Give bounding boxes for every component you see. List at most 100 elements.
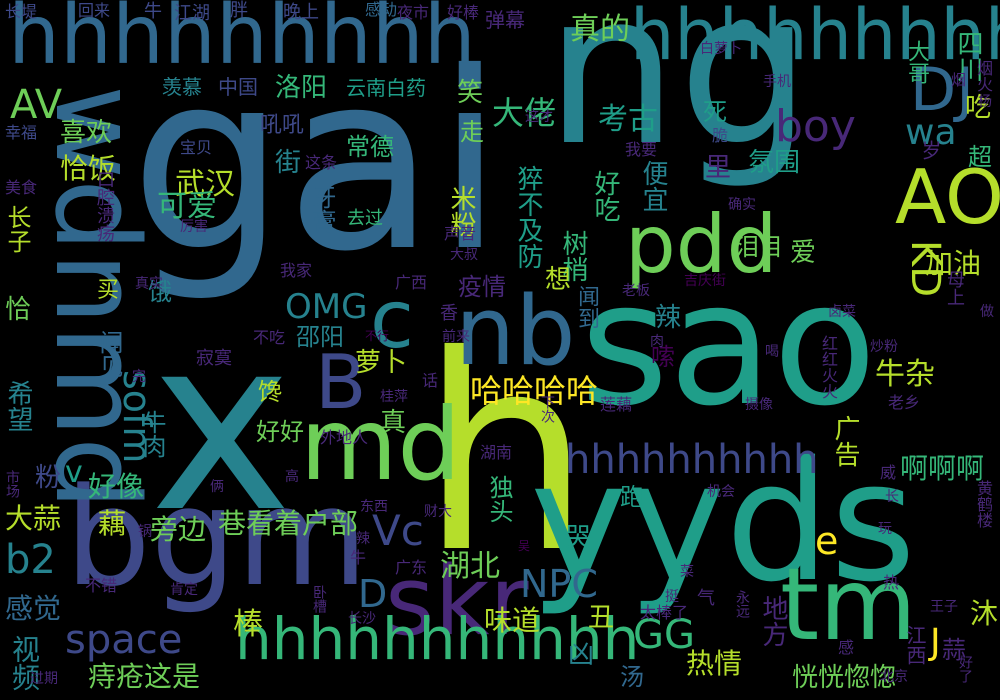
cloud-word: 不行 xyxy=(365,329,390,343)
cloud-word: 云南白药 xyxy=(346,76,426,100)
cloud-word: 饿 xyxy=(148,278,172,306)
cloud-word: 独头 xyxy=(485,475,513,523)
cloud-word: 可爱 xyxy=(157,189,217,224)
cloud-word: 牛 xyxy=(350,548,367,567)
cloud-word: x xyxy=(150,285,293,565)
cloud-word: wdnmd xyxy=(29,85,163,510)
cloud-word: 蒜 xyxy=(942,636,966,664)
cloud-word: 脆 xyxy=(712,126,729,145)
cloud-word: 这才 xyxy=(525,109,553,125)
cloud-word: 北京 xyxy=(880,669,908,685)
cloud-word: bgm xyxy=(65,459,368,616)
cloud-word: 馋 xyxy=(258,378,282,406)
cloud-word: 太棒了 xyxy=(640,603,689,622)
cloud-word: 湖南 xyxy=(480,443,513,462)
cloud-word: sofm xyxy=(115,370,159,464)
cloud-word: 回来 xyxy=(78,1,111,20)
cloud-word: 我家 xyxy=(280,261,313,280)
cloud-word: J xyxy=(930,622,941,663)
cloud-word: hhhhhhhhh xyxy=(630,0,1000,76)
cloud-word: 长沙 xyxy=(348,611,376,627)
cloud-word: 确实 xyxy=(728,197,756,213)
cloud-word: 烟火 xyxy=(974,60,993,92)
cloud-word: hhhhhhhhh xyxy=(8,0,476,83)
cloud-word: 长堤 xyxy=(5,2,38,21)
cloud-word: boy xyxy=(775,101,856,152)
cloud-word: 热 xyxy=(883,573,900,592)
cloud-word: nb xyxy=(455,277,576,387)
cloud-word: 肉 xyxy=(650,334,664,350)
cloud-word: 美食 xyxy=(5,178,38,197)
cloud-word: 长 xyxy=(885,489,899,505)
cloud-word: 宝贝 xyxy=(180,138,213,157)
cloud-word: 广告 xyxy=(830,415,860,467)
cloud-word: 俩 xyxy=(210,479,224,495)
cloud-word: 大佬 xyxy=(492,94,557,132)
cloud-word: 好像 xyxy=(88,470,145,503)
cloud-word: 好了 xyxy=(957,655,973,683)
cloud-word: 泪目 xyxy=(735,233,783,261)
cloud-word: 辣 xyxy=(356,531,370,547)
cloud-word: 市场 xyxy=(4,470,20,498)
cloud-word: b2 xyxy=(5,537,56,583)
cloud-word: 视频 xyxy=(8,635,41,691)
cloud-word: 前来 xyxy=(442,329,470,345)
cloud-word: 走 xyxy=(460,118,484,146)
cloud-word: 买 xyxy=(97,278,120,303)
cloud-word: 挺 xyxy=(665,589,679,605)
cloud-word: pdd xyxy=(625,198,778,291)
cloud-word: 东西 xyxy=(360,499,388,515)
cloud-word: 永远 xyxy=(734,590,750,618)
cloud-word: 氛围 xyxy=(748,148,801,178)
cloud-word: 外地人 xyxy=(320,428,369,447)
cloud-word: 牛肉 xyxy=(138,410,166,458)
cloud-word: 哈哈哈哈 xyxy=(470,372,599,410)
cloud-word: 江西 xyxy=(903,625,927,665)
cloud-word: 广东 xyxy=(395,558,428,577)
cloud-word: 笑 xyxy=(457,78,484,108)
cloud-word: 吃 xyxy=(965,93,992,123)
cloud-word: 胖 xyxy=(230,0,248,21)
cloud-word: 卧槽 xyxy=(311,585,327,613)
cloud-word: 大叔 xyxy=(450,247,478,263)
cloud-word: 考古 xyxy=(598,102,658,137)
cloud-word: 气 xyxy=(697,588,715,609)
cloud-word: 闻见 xyxy=(95,330,123,378)
cloud-word: 羡慕 xyxy=(162,75,202,99)
cloud-word: 完 xyxy=(132,369,146,385)
cloud-word: 痔疮这是 xyxy=(88,660,201,693)
cloud-word: 湖北 xyxy=(440,549,500,584)
cloud-word: v xyxy=(65,455,83,490)
cloud-word: space xyxy=(65,617,183,663)
cloud-word: 粉 xyxy=(35,463,62,493)
cloud-word: 摄像 xyxy=(745,397,773,413)
cloud-word: 恰 xyxy=(5,295,32,325)
cloud-word: 高 xyxy=(285,469,299,485)
cloud-word: 棒 xyxy=(233,607,263,642)
cloud-word: 树梢 xyxy=(558,230,588,282)
cloud-word: 老板 xyxy=(622,283,650,299)
cloud-word: 加油 xyxy=(925,247,982,280)
cloud-word: 啊啊啊 xyxy=(900,452,985,485)
cloud-word: 想 xyxy=(545,265,572,295)
cloud-word: OMG xyxy=(285,287,368,327)
cloud-word: 疫情 xyxy=(458,273,506,301)
cloud-word: 闻到 xyxy=(574,285,599,329)
cloud-word: 真的 xyxy=(570,12,630,47)
cloud-word: 不错 xyxy=(85,576,118,595)
cloud-word: md xyxy=(300,386,461,503)
cloud-word: hhhhhhhhhhh xyxy=(235,605,640,673)
cloud-word: 感觉 xyxy=(5,592,62,625)
cloud-word: 炒粉 xyxy=(870,339,898,355)
cloud-word: 感动 xyxy=(365,0,398,19)
cloud-word: 吉庆街 xyxy=(684,273,726,289)
cloud-word: 烟 xyxy=(949,72,967,87)
cloud-word: 藕 xyxy=(98,507,127,540)
cloud-word: 桂萍 xyxy=(380,389,408,405)
cloud-word: 寂寞 xyxy=(196,348,232,369)
cloud-word: 真实 xyxy=(135,276,163,292)
cloud-word: 晚上 xyxy=(283,2,319,23)
cloud-word: 长子 xyxy=(3,205,31,253)
cloud-word: 真 xyxy=(380,408,407,438)
